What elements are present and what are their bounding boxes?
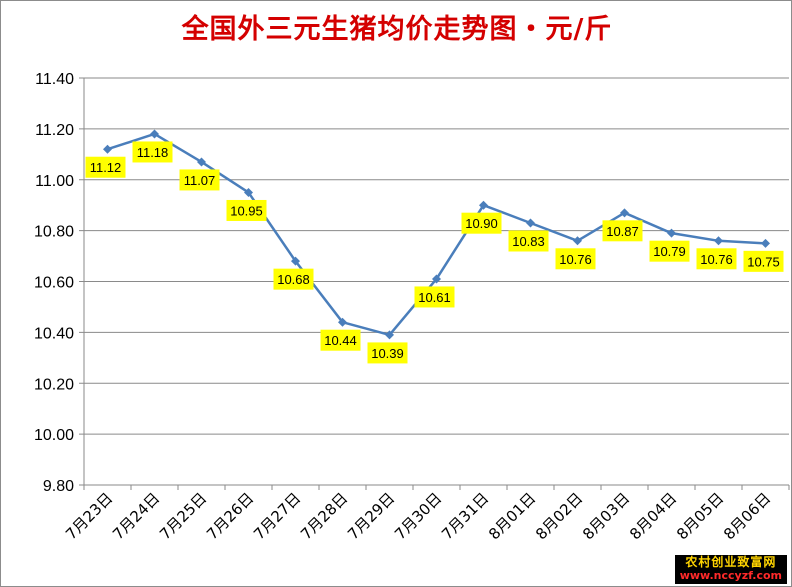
data-label: 10.76 (559, 252, 592, 267)
data-label: 10.61 (418, 290, 451, 305)
data-label-bg (179, 169, 220, 191)
data-label-bg (743, 250, 784, 272)
data-label-bg (85, 156, 126, 178)
data-label: 10.76 (700, 252, 733, 267)
data-label: 10.44 (324, 333, 357, 348)
data-point (620, 208, 629, 218)
data-point (244, 187, 253, 197)
data-label: 10.87 (606, 224, 639, 239)
data-label: 10.90 (465, 216, 498, 231)
x-tick-label: 8月02日 (532, 489, 586, 543)
data-label: 10.75 (747, 254, 780, 269)
data-label: 11.18 (137, 145, 169, 160)
data-point (338, 317, 347, 327)
data-point (573, 236, 582, 246)
data-label-bg (602, 220, 643, 242)
y-tick-label: 11.00 (35, 173, 74, 190)
data-label-bg (461, 212, 502, 234)
x-tick-label: 7月29日 (344, 489, 398, 543)
data-point (479, 200, 488, 210)
data-label: 11.07 (184, 173, 216, 188)
data-label-bg (132, 141, 173, 163)
data-point (150, 129, 159, 139)
data-point (291, 256, 300, 266)
y-tick-label: 10.00 (34, 427, 74, 444)
data-label-bg (226, 199, 267, 221)
y-tick-label: 11.40 (35, 71, 74, 88)
data-label-bg (273, 268, 314, 290)
x-tick-label: 8月04日 (626, 489, 680, 543)
data-label-bg (649, 240, 690, 262)
watermark-line1: 农村创业致富网 (685, 555, 777, 569)
chart-title: 全国外三元生猪均价走势图・元/斤 (181, 14, 613, 45)
data-label-bg (320, 329, 361, 351)
data-point (526, 218, 535, 228)
x-tick-label: 8月05日 (673, 489, 727, 543)
x-tick-label: 8月03日 (579, 489, 633, 543)
x-tick-label: 7月25日 (156, 489, 210, 543)
y-tick-label: 11.20 (35, 122, 74, 139)
data-label-bg (367, 342, 408, 364)
x-tick-label: 8月06日 (720, 489, 774, 543)
data-label-bg (555, 248, 596, 270)
data-label: 11.12 (90, 160, 122, 175)
watermark: 农村创业致富网 www.nccyzf.com (674, 555, 787, 584)
x-tick-label: 7月31日 (438, 489, 492, 543)
x-tick-label: 7月24日 (109, 489, 163, 543)
data-point (667, 228, 676, 238)
data-label-bg (414, 286, 455, 308)
data-label: 10.68 (277, 272, 310, 287)
y-tick-label: 10.60 (34, 275, 74, 292)
data-label: 10.95 (230, 203, 263, 218)
data-label: 10.83 (512, 234, 545, 249)
x-tick-label: 7月30日 (391, 489, 445, 543)
x-tick-label: 7月26日 (203, 489, 257, 543)
data-point (432, 274, 441, 284)
data-label: 10.39 (371, 346, 404, 361)
data-point (385, 330, 394, 340)
data-label: 10.79 (653, 244, 686, 259)
y-tick-label: 9.80 (43, 478, 74, 495)
x-tick-label: 7月27日 (250, 489, 304, 543)
y-tick-label: 10.80 (34, 224, 74, 241)
data-point (714, 236, 723, 246)
x-tick-label: 8月01日 (485, 489, 539, 543)
data-point (761, 238, 770, 248)
data-label-bg (508, 230, 549, 252)
x-tick-label: 7月23日 (62, 489, 116, 543)
data-label-bg (696, 248, 737, 270)
data-point (103, 144, 112, 154)
x-tick-label: 7月28日 (297, 489, 351, 543)
y-tick-label: 10.20 (34, 376, 74, 393)
y-tick-label: 10.40 (34, 325, 74, 342)
watermark-line2: www.nccyzf.com (679, 569, 782, 582)
data-point (197, 157, 206, 167)
